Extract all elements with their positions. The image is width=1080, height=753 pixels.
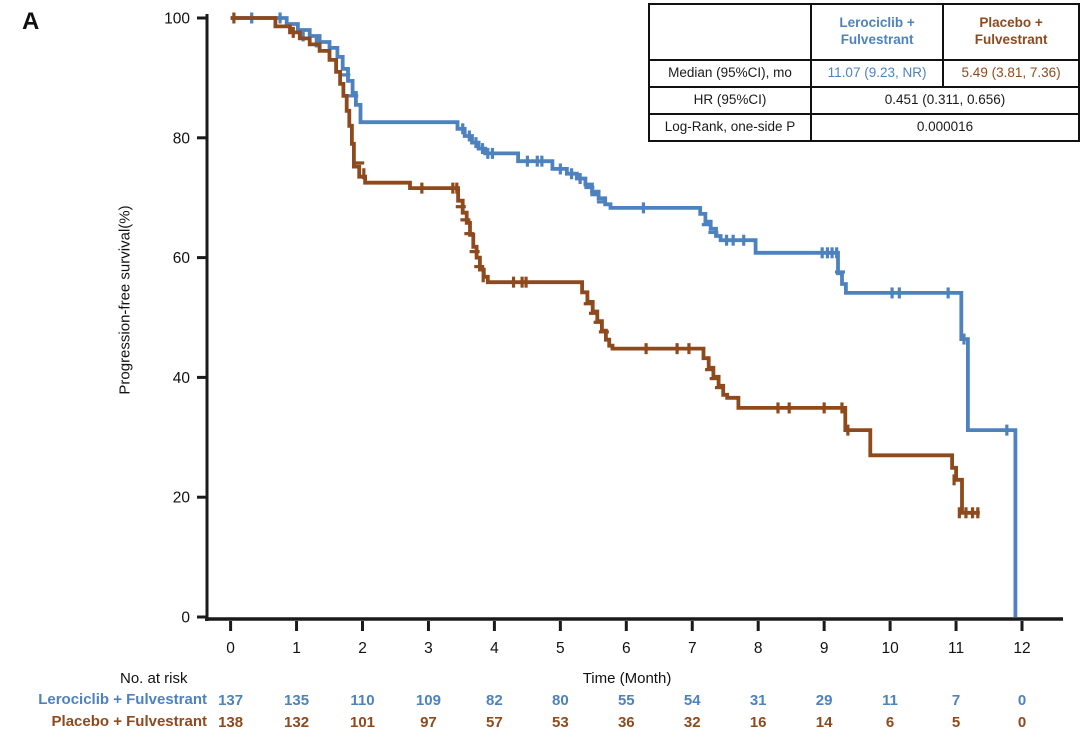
stats-row-logrank: Log-Rank, one-side P 0.000016 xyxy=(648,112,1080,142)
x-tick-label: 5 xyxy=(556,640,565,657)
risk-value: 0 xyxy=(1018,714,1026,731)
risk-value: 137 xyxy=(218,692,243,709)
y-tick-label: 20 xyxy=(173,490,191,507)
risk-value: 6 xyxy=(886,714,894,731)
risk-value: 132 xyxy=(284,714,309,731)
km-curve-placebo xyxy=(230,16,980,515)
no-at-risk-label: No. at risk xyxy=(120,670,188,687)
x-tick-label: 10 xyxy=(881,640,899,657)
risk-value: 7 xyxy=(952,692,960,709)
risk-value: 31 xyxy=(750,692,767,709)
risk-row-label-placebo: Placebo + Fulvestrant xyxy=(51,713,207,730)
hr-label: HR (95%CI) xyxy=(648,85,812,115)
risk-value: 135 xyxy=(284,692,309,709)
x-tick-label: 11 xyxy=(948,640,964,657)
y-tick-label: 60 xyxy=(173,250,191,267)
risk-row-label-lerociclib: Lerociclib + Fulvestrant xyxy=(38,691,207,708)
y-tick-label: 80 xyxy=(173,130,191,147)
median-lerociclib-value: 11.07 (9.23, NR) xyxy=(809,59,945,88)
x-tick-label: 3 xyxy=(424,640,433,657)
risk-value: 82 xyxy=(486,692,503,709)
stats-header-row: Lerociclib + Fulvestrant Placebo + Fulve… xyxy=(648,3,1080,61)
stats-header-lerociclib: Lerociclib + Fulvestrant xyxy=(809,3,945,61)
y-axis-title: Progression-free survival(%) xyxy=(116,205,134,395)
risk-value: 110 xyxy=(350,692,374,709)
x-tick-label: 12 xyxy=(1013,640,1030,657)
risk-value: 11 xyxy=(882,692,898,709)
median-placebo-value: 5.49 (3.81, 7.36) xyxy=(942,59,1080,88)
stats-row-median: Median (95%CI), mo 11.07 (9.23, NR) 5.49… xyxy=(648,59,1080,88)
stats-row-hr: HR (95%CI) 0.451 (0.311, 0.656) xyxy=(648,85,1080,115)
y-tick-label: 100 xyxy=(164,11,190,28)
stats-header-placebo: Placebo + Fulvestrant xyxy=(942,3,1080,61)
risk-value: 109 xyxy=(416,692,441,709)
x-tick-label: 8 xyxy=(754,640,763,657)
y-tick-label: 40 xyxy=(173,370,191,387)
risk-value: 5 xyxy=(952,714,960,731)
x-tick-label: 1 xyxy=(292,640,301,657)
risk-value: 97 xyxy=(420,714,437,731)
x-tick-label: 7 xyxy=(688,640,697,657)
panel-label: A xyxy=(22,8,40,35)
risk-value: 36 xyxy=(618,714,635,731)
x-tick-label: 6 xyxy=(622,640,631,657)
risk-value: 55 xyxy=(618,692,635,709)
risk-value: 0 xyxy=(1018,692,1026,709)
x-axis-title: Time (Month) xyxy=(582,670,672,687)
km-curve-lerociclib xyxy=(230,16,1018,617)
stats-header-empty xyxy=(648,3,812,61)
risk-value: 54 xyxy=(684,692,701,709)
risk-value: 57 xyxy=(486,714,503,731)
logrank-label: Log-Rank, one-side P xyxy=(648,112,812,142)
risk-value: 29 xyxy=(816,692,833,709)
hr-value: 0.451 (0.311, 0.656) xyxy=(809,85,1080,115)
x-tick-label: 4 xyxy=(490,640,499,657)
y-tick-label: 0 xyxy=(181,610,190,627)
risk-value: 16 xyxy=(750,714,767,731)
risk-value: 138 xyxy=(218,714,243,731)
x-tick-label: 9 xyxy=(820,640,829,657)
risk-value: 53 xyxy=(552,714,569,731)
logrank-value: 0.000016 xyxy=(809,112,1080,142)
risk-value: 101 xyxy=(350,714,375,731)
x-tick-label: 2 xyxy=(358,640,367,657)
risk-value: 80 xyxy=(552,692,569,709)
stats-table: Lerociclib + Fulvestrant Placebo + Fulve… xyxy=(648,3,1080,142)
x-tick-label: 0 xyxy=(226,640,235,657)
median-label: Median (95%CI), mo xyxy=(648,59,812,88)
risk-value: 14 xyxy=(816,714,833,731)
risk-value: 32 xyxy=(684,714,701,731)
